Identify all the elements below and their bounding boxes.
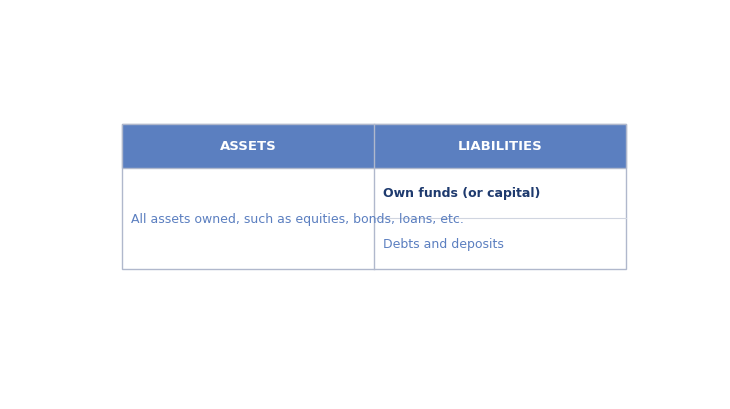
Text: LIABILITIES: LIABILITIES (458, 140, 542, 153)
Text: Debts and deposits: Debts and deposits (383, 238, 504, 251)
Text: Own funds (or capital): Own funds (or capital) (383, 187, 540, 200)
Text: All assets owned, such as equities, bonds, loans, etc.: All assets owned, such as equities, bond… (131, 212, 464, 225)
Text: ASSETS: ASSETS (220, 140, 277, 153)
